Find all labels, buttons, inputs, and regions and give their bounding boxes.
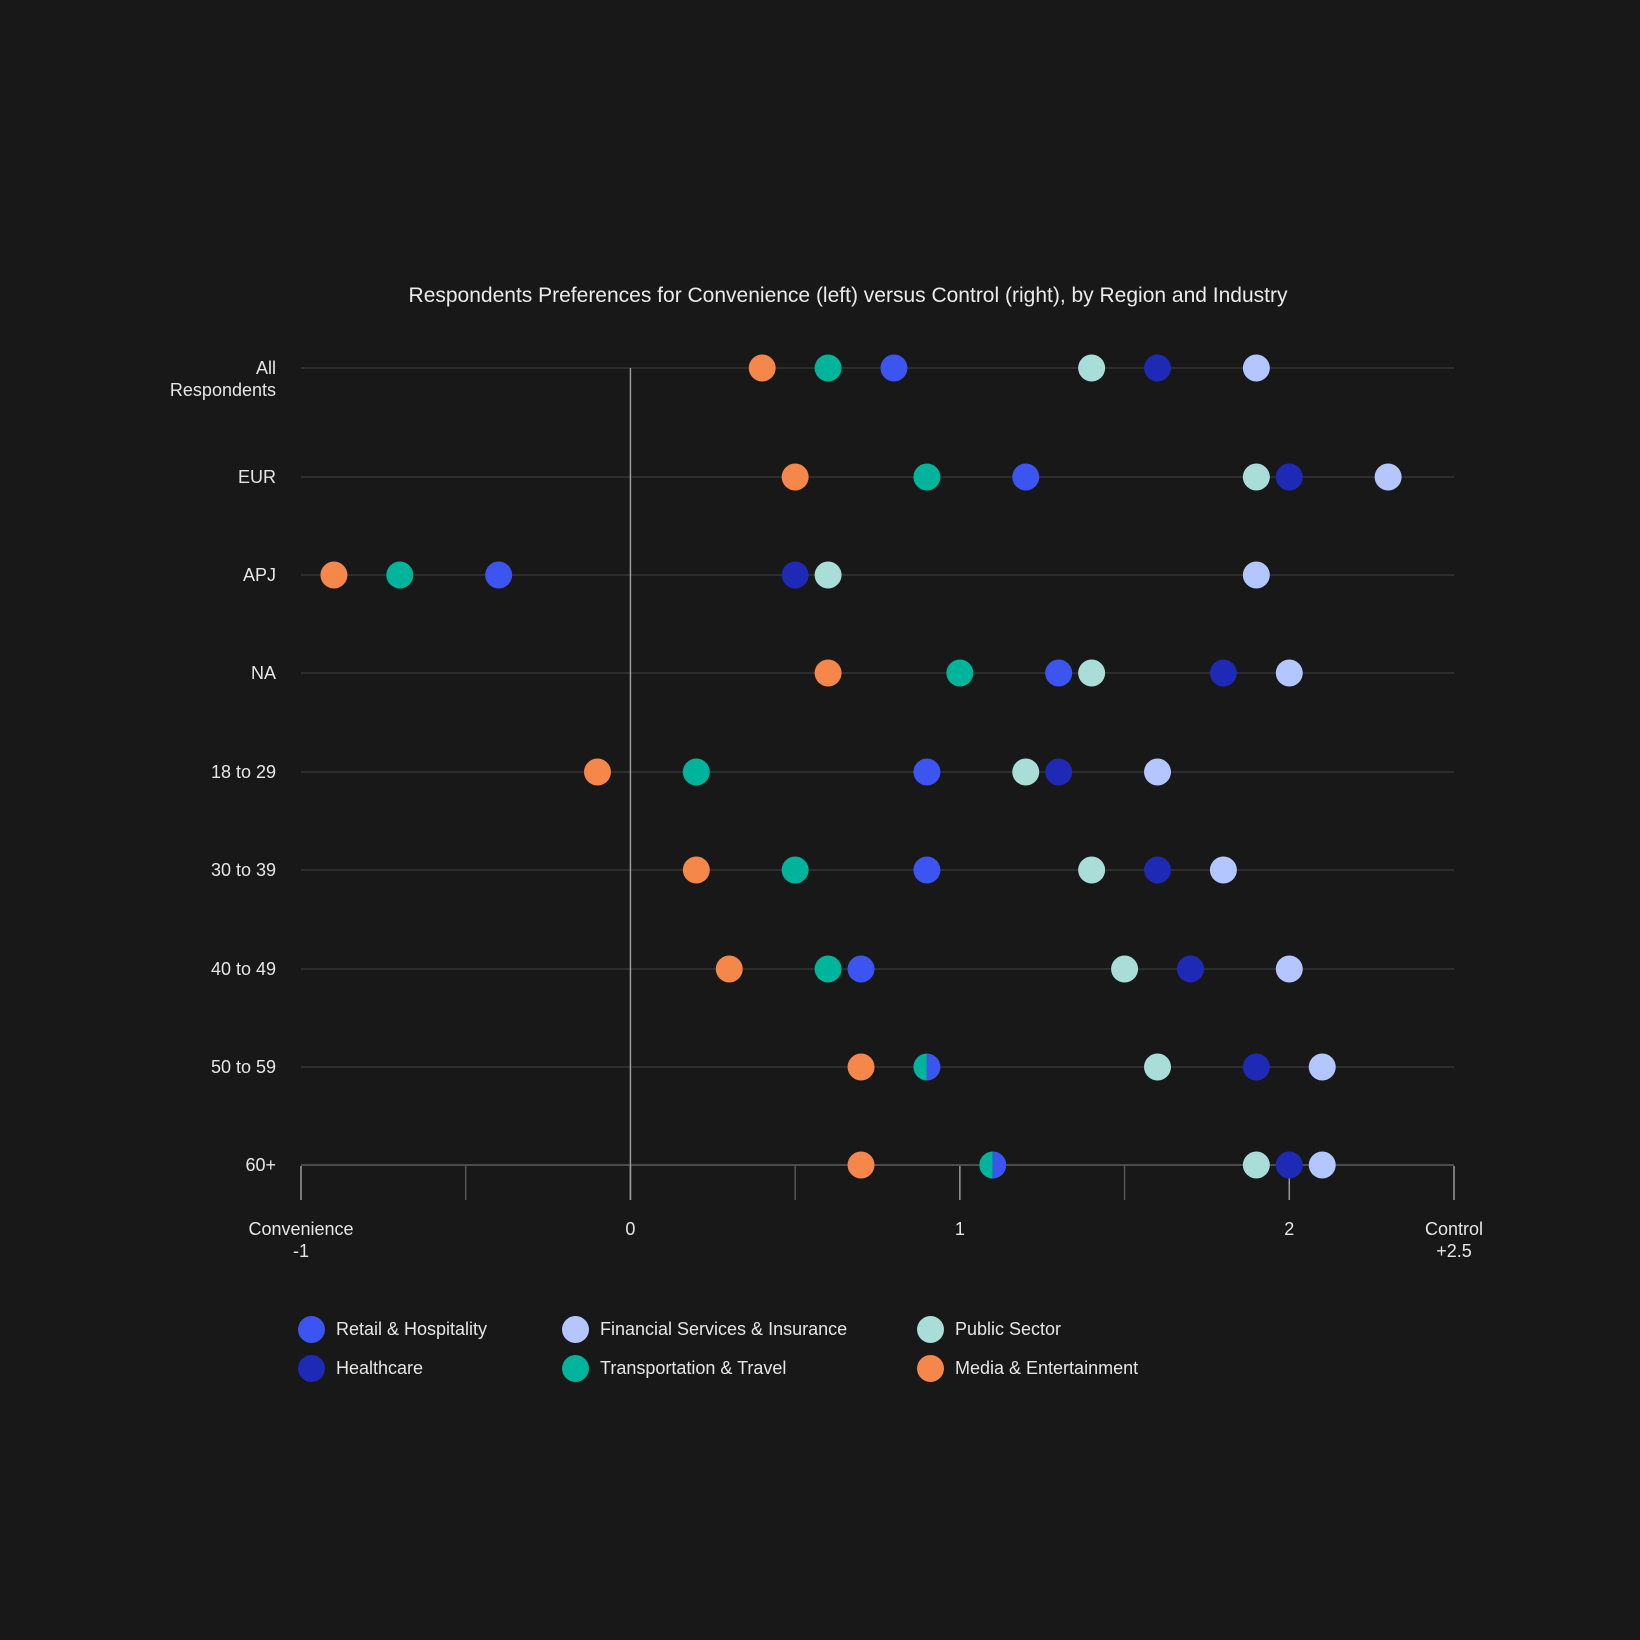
data-point bbox=[1242, 463, 1270, 491]
legend-swatch bbox=[562, 1316, 589, 1343]
data-point bbox=[926, 1053, 941, 1081]
row-label: 30 to 39 bbox=[211, 860, 276, 880]
legend-item: Public Sector bbox=[917, 1316, 1061, 1343]
data-point bbox=[1308, 1151, 1336, 1179]
data-point bbox=[913, 758, 941, 786]
data-point bbox=[485, 561, 513, 589]
data-point bbox=[1242, 1151, 1270, 1179]
legend-label: Transportation & Travel bbox=[600, 1358, 787, 1378]
data-point bbox=[992, 1151, 1007, 1179]
data-point bbox=[946, 659, 974, 687]
x-tick-label: 2 bbox=[1284, 1219, 1294, 1239]
data-point bbox=[1374, 463, 1402, 491]
legend-label: Public Sector bbox=[955, 1319, 1062, 1339]
legend-label: Retail & Hospitality bbox=[336, 1319, 488, 1339]
legend-item: Transportation & Travel bbox=[562, 1355, 786, 1382]
data-point bbox=[320, 561, 348, 589]
row-label: EUR bbox=[238, 467, 276, 487]
data-point bbox=[1144, 856, 1172, 884]
data-point bbox=[1308, 1053, 1336, 1081]
data-point bbox=[1144, 758, 1172, 786]
data-point bbox=[748, 354, 776, 382]
data-point bbox=[913, 1053, 927, 1081]
data-point bbox=[682, 856, 710, 884]
row-label: 50 to 59 bbox=[211, 1057, 276, 1077]
data-point bbox=[781, 463, 809, 491]
data-point bbox=[1111, 955, 1139, 983]
data-point bbox=[1275, 1151, 1303, 1179]
legend-swatch bbox=[562, 1355, 589, 1382]
data-point bbox=[1176, 955, 1204, 983]
data-point bbox=[781, 561, 809, 589]
data-point bbox=[1012, 758, 1040, 786]
data-point bbox=[1045, 758, 1073, 786]
legend-label: Healthcare bbox=[336, 1358, 424, 1378]
legend-swatch bbox=[298, 1316, 325, 1343]
data-point bbox=[913, 463, 941, 491]
data-point bbox=[814, 561, 842, 589]
legend-label: Media & Entertainment bbox=[955, 1358, 1139, 1378]
row-label: 18 to 29 bbox=[211, 762, 276, 782]
data-point bbox=[913, 856, 941, 884]
data-point bbox=[847, 955, 875, 983]
x-tick-label: 0 bbox=[625, 1219, 635, 1239]
legend-item: Financial Services & Insurance bbox=[562, 1316, 847, 1343]
legend-swatch bbox=[917, 1355, 944, 1382]
data-point bbox=[847, 1053, 875, 1081]
row-label: All Respondents bbox=[170, 358, 276, 400]
data-point bbox=[682, 758, 710, 786]
data-point bbox=[1242, 1053, 1270, 1081]
data-point bbox=[1275, 463, 1303, 491]
data-point bbox=[1242, 354, 1270, 382]
legend-label: Financial Services & Insurance bbox=[600, 1319, 848, 1339]
x-tick-label: Convenience -1 bbox=[248, 1219, 353, 1261]
data-point bbox=[1078, 856, 1106, 884]
data-point bbox=[847, 1151, 875, 1179]
data-point bbox=[583, 758, 611, 786]
chart-title: Respondents Preferences for Convenience … bbox=[408, 284, 1288, 307]
data-point bbox=[1078, 659, 1106, 687]
data-point bbox=[1045, 659, 1073, 687]
legend-item: Retail & Hospitality bbox=[298, 1316, 487, 1343]
data-point bbox=[715, 955, 743, 983]
data-point bbox=[814, 354, 842, 382]
row-label: NA bbox=[251, 663, 276, 683]
data-point bbox=[814, 659, 842, 687]
data-point bbox=[1275, 955, 1303, 983]
data-point bbox=[814, 955, 842, 983]
legend-swatch bbox=[298, 1355, 325, 1382]
data-point bbox=[1275, 659, 1303, 687]
x-tick-label: Control +2.5 bbox=[1425, 1219, 1483, 1261]
data-point bbox=[1012, 463, 1040, 491]
data-point bbox=[880, 354, 908, 382]
row-label: 40 to 49 bbox=[211, 959, 276, 979]
data-point bbox=[1209, 856, 1237, 884]
data-point bbox=[979, 1151, 993, 1179]
legend-swatch bbox=[917, 1316, 944, 1343]
data-point bbox=[1078, 354, 1106, 382]
row-label: APJ bbox=[243, 565, 276, 585]
x-tick-label: 1 bbox=[955, 1219, 965, 1239]
data-point bbox=[1209, 659, 1237, 687]
data-point bbox=[781, 856, 809, 884]
row-label: 60+ bbox=[245, 1155, 276, 1175]
data-point bbox=[1144, 1053, 1172, 1081]
legend-item: Media & Entertainment bbox=[917, 1355, 1138, 1382]
data-point bbox=[1242, 561, 1270, 589]
data-point bbox=[1144, 354, 1172, 382]
legend-item: Healthcare bbox=[298, 1355, 423, 1382]
data-point bbox=[386, 561, 414, 589]
